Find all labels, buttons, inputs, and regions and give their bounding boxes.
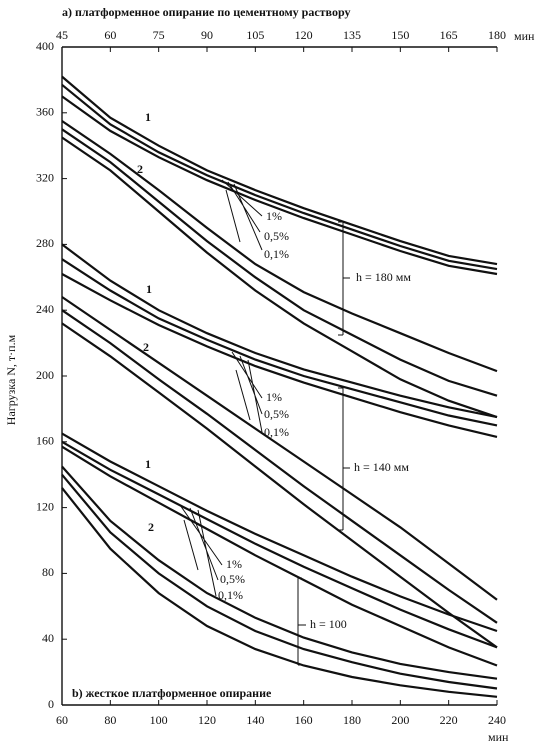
axes: [61, 46, 497, 706]
annotation: h = 140 мм: [354, 460, 409, 474]
x2-tick-label: 180: [488, 28, 506, 42]
curve: [61, 440, 498, 649]
y-tick-label: 0: [48, 697, 54, 711]
x-tick-label: 60: [56, 713, 68, 727]
curve: [61, 487, 498, 698]
annotation: 2: [137, 162, 143, 176]
annotation: 0,5%: [264, 229, 289, 243]
annotation: 1: [145, 110, 151, 124]
y-tick-label: 40: [42, 631, 54, 645]
annotation: 0,5%: [264, 407, 289, 421]
annotation: 2: [148, 520, 154, 534]
bracket: [338, 221, 350, 336]
y-tick-label: 240: [36, 302, 54, 316]
curve: [61, 258, 498, 427]
curve: [61, 322, 498, 649]
chart-subtitle: b) жесткое платформенное опирание: [72, 686, 272, 700]
y-tick-label: 200: [36, 368, 54, 382]
curve: [61, 83, 498, 271]
curve: [61, 243, 498, 419]
leaders: [179, 179, 350, 666]
curve: [61, 75, 498, 266]
y-tick-label: 360: [36, 105, 54, 119]
curve: [61, 296, 498, 601]
x-tick-label: 100: [150, 713, 168, 727]
curve: [61, 445, 498, 667]
x-tick-label: 240: [488, 713, 506, 727]
y-tick-label: 160: [36, 434, 54, 448]
curve: [61, 273, 498, 438]
annotation: 1%: [266, 390, 282, 404]
leader: [179, 504, 223, 597]
x-tick-label: 80: [104, 713, 116, 727]
curve: [61, 465, 498, 680]
x-tick-label: 120: [198, 713, 216, 727]
x-tick-label: 220: [440, 713, 458, 727]
annotation: 0,1%: [264, 425, 289, 439]
x-axis-label: мин: [488, 730, 509, 744]
bracket: [338, 387, 350, 531]
x2-tick-label: 45: [56, 28, 68, 42]
annotation: 2: [143, 340, 149, 354]
x-tick-label: 140: [246, 713, 264, 727]
y-tick-label: 280: [36, 236, 54, 250]
y-tick-label: 320: [36, 170, 54, 184]
annotation: 0,1%: [218, 588, 243, 602]
x-tick-label: 160: [295, 713, 313, 727]
annotation: 1%: [226, 557, 242, 571]
x2-tick-label: 60: [104, 28, 116, 42]
annotation: h = 100: [310, 617, 347, 631]
x2-tick-label: 120: [295, 28, 313, 42]
x2-tick-label: 75: [153, 28, 165, 42]
x-tick-label: 180: [343, 713, 361, 727]
annotation: h = 180 мм: [356, 270, 411, 284]
curve: [61, 136, 498, 419]
y-tick-label: 80: [42, 565, 54, 579]
curve: [61, 120, 498, 373]
x-tick-label: 200: [391, 713, 409, 727]
leader: [231, 351, 263, 433]
x2-tick-label: 105: [246, 28, 264, 42]
annotation: 1: [146, 282, 152, 296]
curve: [61, 128, 498, 397]
curve: [61, 473, 498, 690]
annotation: 0,5%: [220, 572, 245, 586]
curve: [61, 95, 498, 276]
chart-title: а) платформенное опирание по цементному …: [62, 5, 350, 19]
annotation: 0,1%: [264, 247, 289, 261]
annotation: 1%: [266, 209, 282, 223]
y-axis-label: Нагрузка N, т·п.м: [4, 334, 18, 425]
annotation: 1: [145, 457, 151, 471]
curve: [61, 432, 498, 633]
curve: [61, 309, 498, 624]
leader: [221, 179, 263, 251]
x2-tick-label: 90: [201, 28, 213, 42]
x2-tick-label: 135: [343, 28, 361, 42]
x2-tick-label: 165: [440, 28, 458, 42]
bracket: [297, 577, 306, 666]
y-tick-label: 400: [36, 39, 54, 53]
y-tick-label: 120: [36, 499, 54, 513]
x2-tick-label: 150: [391, 28, 409, 42]
x2-axis-label: мин: [514, 29, 535, 43]
